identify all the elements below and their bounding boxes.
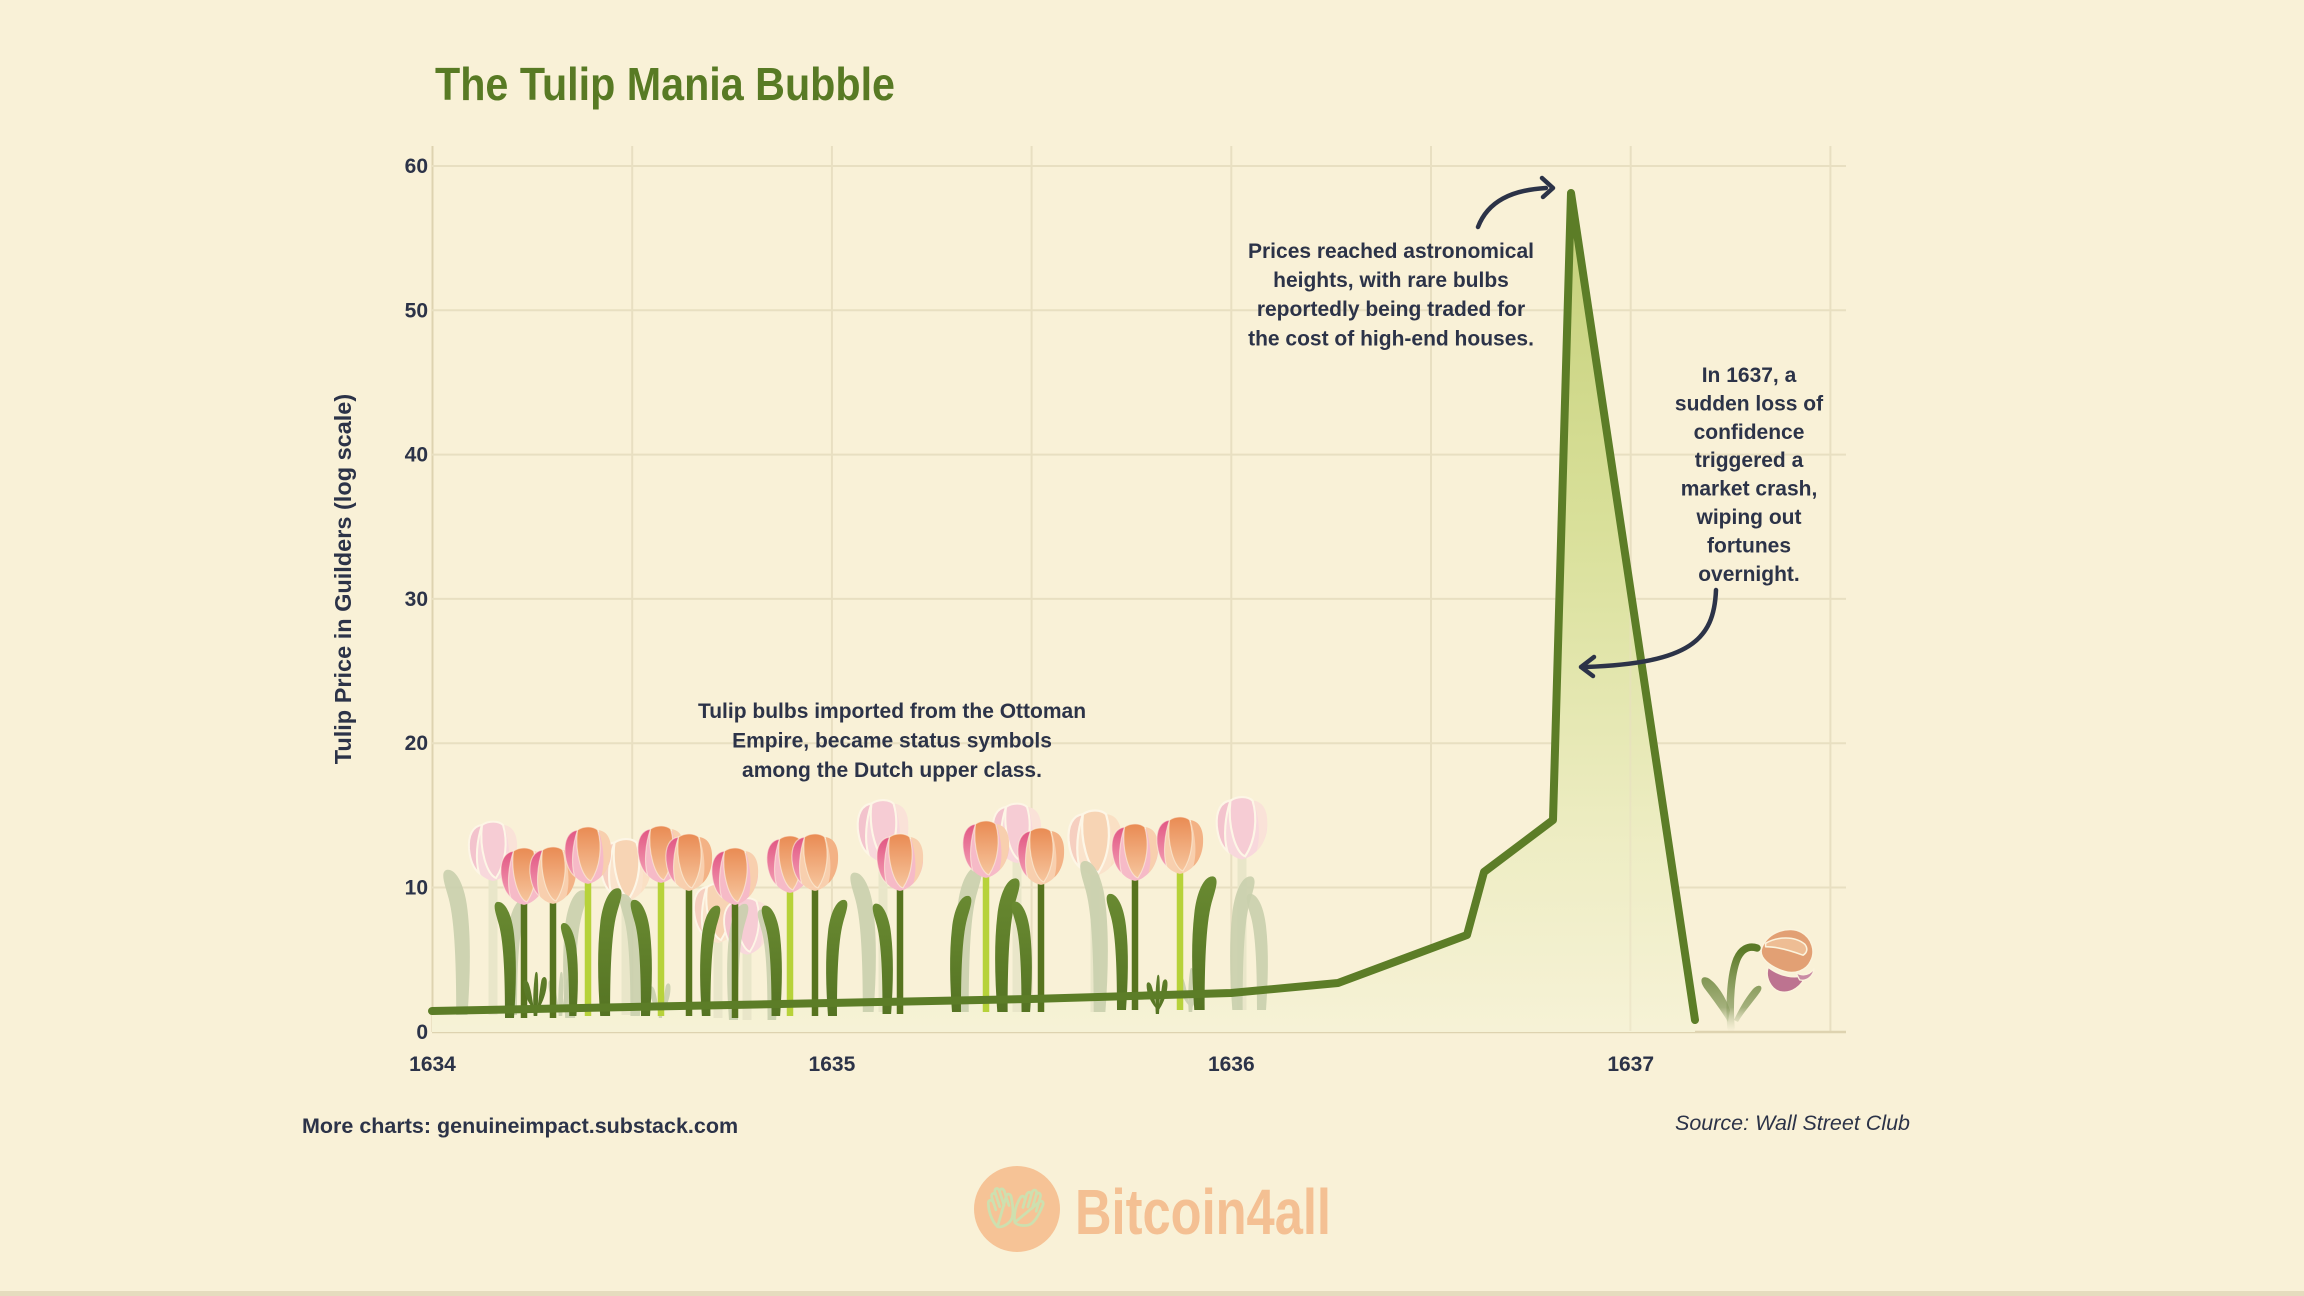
svg-text:10: 10 bbox=[405, 877, 428, 900]
svg-text:60: 60 bbox=[405, 155, 428, 178]
svg-text:50: 50 bbox=[405, 299, 428, 322]
svg-text:40: 40 bbox=[405, 444, 428, 467]
svg-text:1636: 1636 bbox=[1208, 1053, 1255, 1076]
svg-text:Tulip bulbs imported from the: Tulip bulbs imported from the Ottoman Emp… bbox=[698, 700, 1086, 782]
svg-text:More charts: genuineimpact.sub: More charts: genuineimpact.substack.com bbox=[302, 1114, 738, 1138]
svg-text:0: 0 bbox=[416, 1021, 428, 1044]
svg-text:Bitcoin4all: Bitcoin4all bbox=[1075, 1176, 1331, 1248]
svg-text:30: 30 bbox=[405, 588, 428, 611]
svg-text:Tulip Price in Guilders (log s: Tulip Price in Guilders (log scale) bbox=[330, 394, 356, 764]
svg-text:The Tulip Mania Bubble: The Tulip Mania Bubble bbox=[435, 58, 895, 110]
svg-text:1637: 1637 bbox=[1607, 1053, 1654, 1076]
svg-text:1634: 1634 bbox=[409, 1053, 456, 1076]
svg-text:Source: Wall Street Club: Source: Wall Street Club bbox=[1675, 1111, 1910, 1135]
svg-text:1635: 1635 bbox=[809, 1053, 856, 1076]
svg-text:20: 20 bbox=[405, 732, 428, 755]
